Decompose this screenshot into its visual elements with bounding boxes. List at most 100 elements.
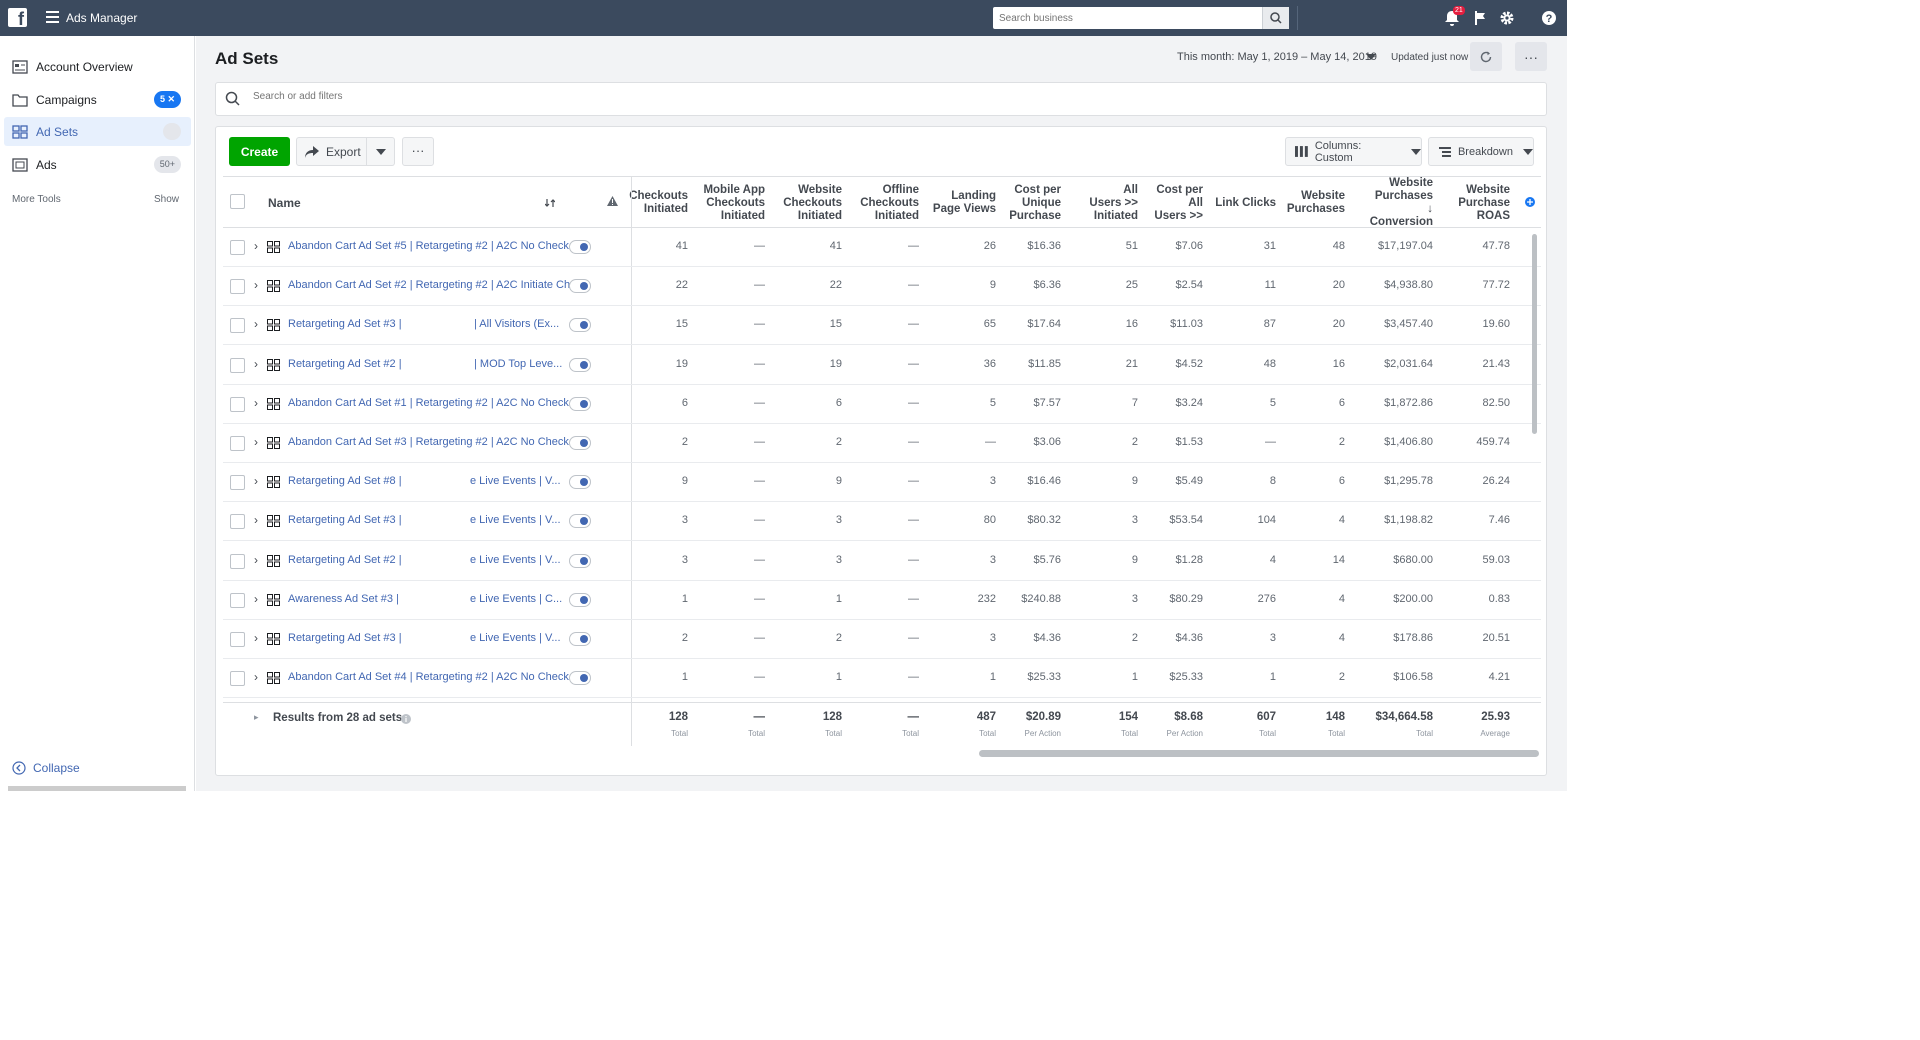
ad-set-toggle[interactable] xyxy=(569,553,591,568)
table-row[interactable]: › Abandon Cart Ad Set #1 | Retargeting #2… xyxy=(223,385,1541,424)
ad-set-toggle[interactable] xyxy=(569,671,591,686)
column-header[interactable]: All Users >> Initiated xyxy=(1078,182,1138,224)
flag-icon[interactable] xyxy=(1472,9,1490,27)
column-header[interactable]: Landing Page Views xyxy=(926,182,996,224)
ad-set-name-link[interactable]: Retargeting Ad Set #2 | xyxy=(288,553,402,566)
ad-set-name-suffix[interactable]: e Live Events | V... xyxy=(470,632,561,644)
ad-set-toggle[interactable] xyxy=(569,632,591,646)
select-all-checkbox[interactable] xyxy=(230,194,245,209)
row-checkbox[interactable] xyxy=(230,514,245,530)
chevron-right-icon[interactable]: › xyxy=(254,435,258,449)
row-checkbox[interactable] xyxy=(230,553,245,569)
sidebar-item-ads[interactable]: Ads 50+ xyxy=(4,150,191,179)
ad-set-toggle[interactable] xyxy=(569,514,591,529)
table-row[interactable]: › Retargeting Ad Set #3 | | All Visitors (… xyxy=(223,306,1541,346)
horizontal-scrollbar[interactable] xyxy=(979,750,1539,757)
table-row[interactable]: › Abandon Cart Ad Set #3 | Retargeting #2… xyxy=(223,424,1541,463)
ad-set-name-link[interactable]: Abandon Cart Ad Set #4 | Retargeting #2 … xyxy=(288,671,582,684)
ad-set-name-link[interactable]: Retargeting Ad Set #8 | xyxy=(288,475,402,488)
toolbar-more-button[interactable]: ··· xyxy=(402,137,434,166)
chevron-right-icon[interactable]: › xyxy=(254,670,258,685)
chevron-right-icon[interactable]: › xyxy=(254,278,258,293)
column-header[interactable]: Website Purchases ↓ Conversion xyxy=(1370,177,1433,228)
chevron-right-icon[interactable]: › xyxy=(254,356,258,371)
ad-set-name-link[interactable]: Abandon Cart Ad Set #1 | Retargeting #2 … xyxy=(288,396,582,409)
export-dropdown-button[interactable] xyxy=(367,137,395,166)
table-row[interactable]: › Retargeting Ad Set #8 | e Live Events | … xyxy=(223,463,1541,503)
chevron-right-icon[interactable]: › xyxy=(254,552,258,567)
ad-set-toggle[interactable] xyxy=(569,475,591,490)
vertical-scrollbar[interactable] xyxy=(1532,234,1537,434)
search-button[interactable] xyxy=(1262,7,1289,29)
table-row[interactable]: › Abandon Cart Ad Set #5 | Retargeting #2… xyxy=(223,228,1541,267)
facebook-logo-icon[interactable]: f xyxy=(8,8,27,27)
chevron-down-icon[interactable] xyxy=(1366,54,1376,60)
ad-set-name-suffix[interactable]: | All Visitors (Ex... xyxy=(474,318,560,331)
search-filter-input[interactable] xyxy=(253,91,753,102)
ad-set-toggle[interactable] xyxy=(569,396,591,411)
column-header[interactable]: Website Purchases xyxy=(1283,182,1345,224)
row-checkbox[interactable] xyxy=(230,396,245,412)
table-row[interactable]: › Awareness Ad Set #3 | e Live Events | C.… xyxy=(223,581,1541,620)
refresh-button[interactable] xyxy=(1470,42,1502,71)
row-checkbox[interactable] xyxy=(230,240,245,255)
ad-set-name-link[interactable]: Abandon Cart Ad Set #5 | Retargeting #2 … xyxy=(288,240,582,252)
sort-icon[interactable] xyxy=(545,198,555,208)
table-row[interactable]: › Abandon Cart Ad Set #2 | Retargeting #2… xyxy=(223,267,1541,307)
ad-set-toggle[interactable] xyxy=(569,279,591,294)
ad-set-name-suffix[interactable]: e Live Events | V... xyxy=(470,553,561,566)
gear-icon[interactable] xyxy=(1498,9,1516,27)
columns-button[interactable]: Columns: Custom xyxy=(1285,137,1422,166)
row-checkbox[interactable] xyxy=(230,436,245,451)
row-checkbox[interactable] xyxy=(230,475,245,491)
ad-set-name-suffix[interactable]: | MOD Top Leve... xyxy=(474,357,563,370)
column-header[interactable]: Offline Checkouts Initiated xyxy=(847,182,919,224)
ad-set-toggle[interactable] xyxy=(569,357,591,372)
sidebar-item-campaigns[interactable]: Campaigns 5 ✕ xyxy=(4,85,191,114)
more-tools-show-link[interactable]: Show xyxy=(154,194,180,205)
chevron-right-icon[interactable]: › xyxy=(254,317,258,332)
table-row[interactable]: › Retargeting Ad Set #2 | e Live Events | … xyxy=(223,542,1541,581)
name-column-header[interactable]: Name xyxy=(268,196,301,210)
add-column-icon[interactable] xyxy=(1525,197,1535,207)
sidebar-scrollbar[interactable] xyxy=(8,786,186,791)
ad-set-toggle[interactable] xyxy=(569,436,591,450)
menu-icon[interactable] xyxy=(46,11,59,23)
create-button[interactable]: Create xyxy=(229,137,290,166)
ad-set-name-link[interactable]: Retargeting Ad Set #2 | xyxy=(288,357,402,370)
date-range-picker[interactable]: This month: May 1, 2019 – May 14, 2019 xyxy=(1177,51,1377,63)
column-header[interactable]: Cost per All Users >> xyxy=(1145,182,1203,224)
export-button[interactable]: Export xyxy=(296,137,367,166)
ad-set-name-link[interactable]: Abandon Cart Ad Set #2 | Retargeting #2 … xyxy=(288,279,580,292)
ad-set-name-suffix[interactable]: e Live Events | V... xyxy=(470,514,561,527)
column-header[interactable]: Website Checkouts Initiated xyxy=(770,182,842,224)
chevron-right-icon[interactable]: › xyxy=(254,474,258,489)
more-options-button[interactable]: ··· xyxy=(1515,42,1547,71)
ad-set-toggle[interactable] xyxy=(569,318,591,333)
row-checkbox[interactable] xyxy=(230,671,245,687)
ad-set-name-suffix[interactable]: e Live Events | C... xyxy=(470,592,563,605)
chevron-right-icon[interactable]: › xyxy=(254,395,258,410)
chevron-right-icon[interactable]: ▸ xyxy=(254,712,259,722)
chevron-right-icon[interactable]: › xyxy=(254,631,258,645)
table-row[interactable]: › Abandon Cart Ad Set #4 | Retargeting #2… xyxy=(223,659,1541,699)
table-row[interactable]: › Retargeting Ad Set #3 | e Live Events | … xyxy=(223,620,1541,659)
warning-icon[interactable] xyxy=(607,196,618,206)
column-header[interactable]: Checkouts Initiated xyxy=(618,182,688,224)
breakdown-button[interactable]: Breakdown xyxy=(1428,137,1534,166)
ad-set-name-link[interactable]: Retargeting Ad Set #3 | xyxy=(288,318,402,331)
row-checkbox[interactable] xyxy=(230,357,245,373)
row-checkbox[interactable] xyxy=(230,279,245,295)
ad-set-toggle[interactable] xyxy=(569,592,591,607)
ad-set-name-link[interactable]: Retargeting Ad Set #3 | xyxy=(288,514,402,527)
ad-set-name-link[interactable]: Abandon Cart Ad Set #3 | Retargeting #2 … xyxy=(288,436,582,448)
help-icon[interactable]: ? xyxy=(1540,9,1558,27)
row-checkbox[interactable] xyxy=(230,318,245,334)
column-header[interactable]: Cost per Unique Purchase xyxy=(1001,182,1061,224)
table-row[interactable]: › Retargeting Ad Set #2 | | MOD Top Leve..… xyxy=(223,346,1541,385)
info-icon[interactable] xyxy=(401,714,411,724)
sidebar-item-account-overview[interactable]: Account Overview xyxy=(4,52,191,81)
ad-set-name-suffix[interactable]: e Live Events | V... xyxy=(470,475,561,488)
business-search-input[interactable] xyxy=(993,7,1261,29)
sidebar-item-ad-sets[interactable]: Ad Sets xyxy=(4,117,191,146)
